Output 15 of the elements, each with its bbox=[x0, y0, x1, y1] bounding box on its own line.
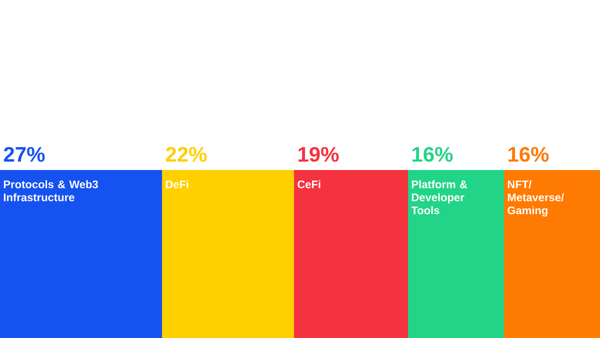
data-label: 16% bbox=[412, 146, 453, 162]
data-label: 16% bbox=[508, 146, 549, 162]
series-label: NFT/ Metaverse/ Gaming bbox=[508, 180, 564, 216]
series-label: CeFi bbox=[298, 180, 320, 188]
bar bbox=[162, 170, 294, 338]
bar bbox=[504, 170, 600, 338]
data-label: 27% bbox=[4, 146, 45, 162]
bar bbox=[294, 170, 408, 338]
bar bbox=[408, 170, 504, 338]
series-label: Platform & Developer Tools bbox=[411, 180, 468, 214]
data-label: 19% bbox=[298, 146, 339, 162]
data-label: 22% bbox=[166, 146, 207, 162]
bar bbox=[0, 170, 162, 338]
series-label: Protocols & Web3 Infrastructure bbox=[4, 180, 98, 202]
series-label: DeFi bbox=[166, 180, 188, 188]
